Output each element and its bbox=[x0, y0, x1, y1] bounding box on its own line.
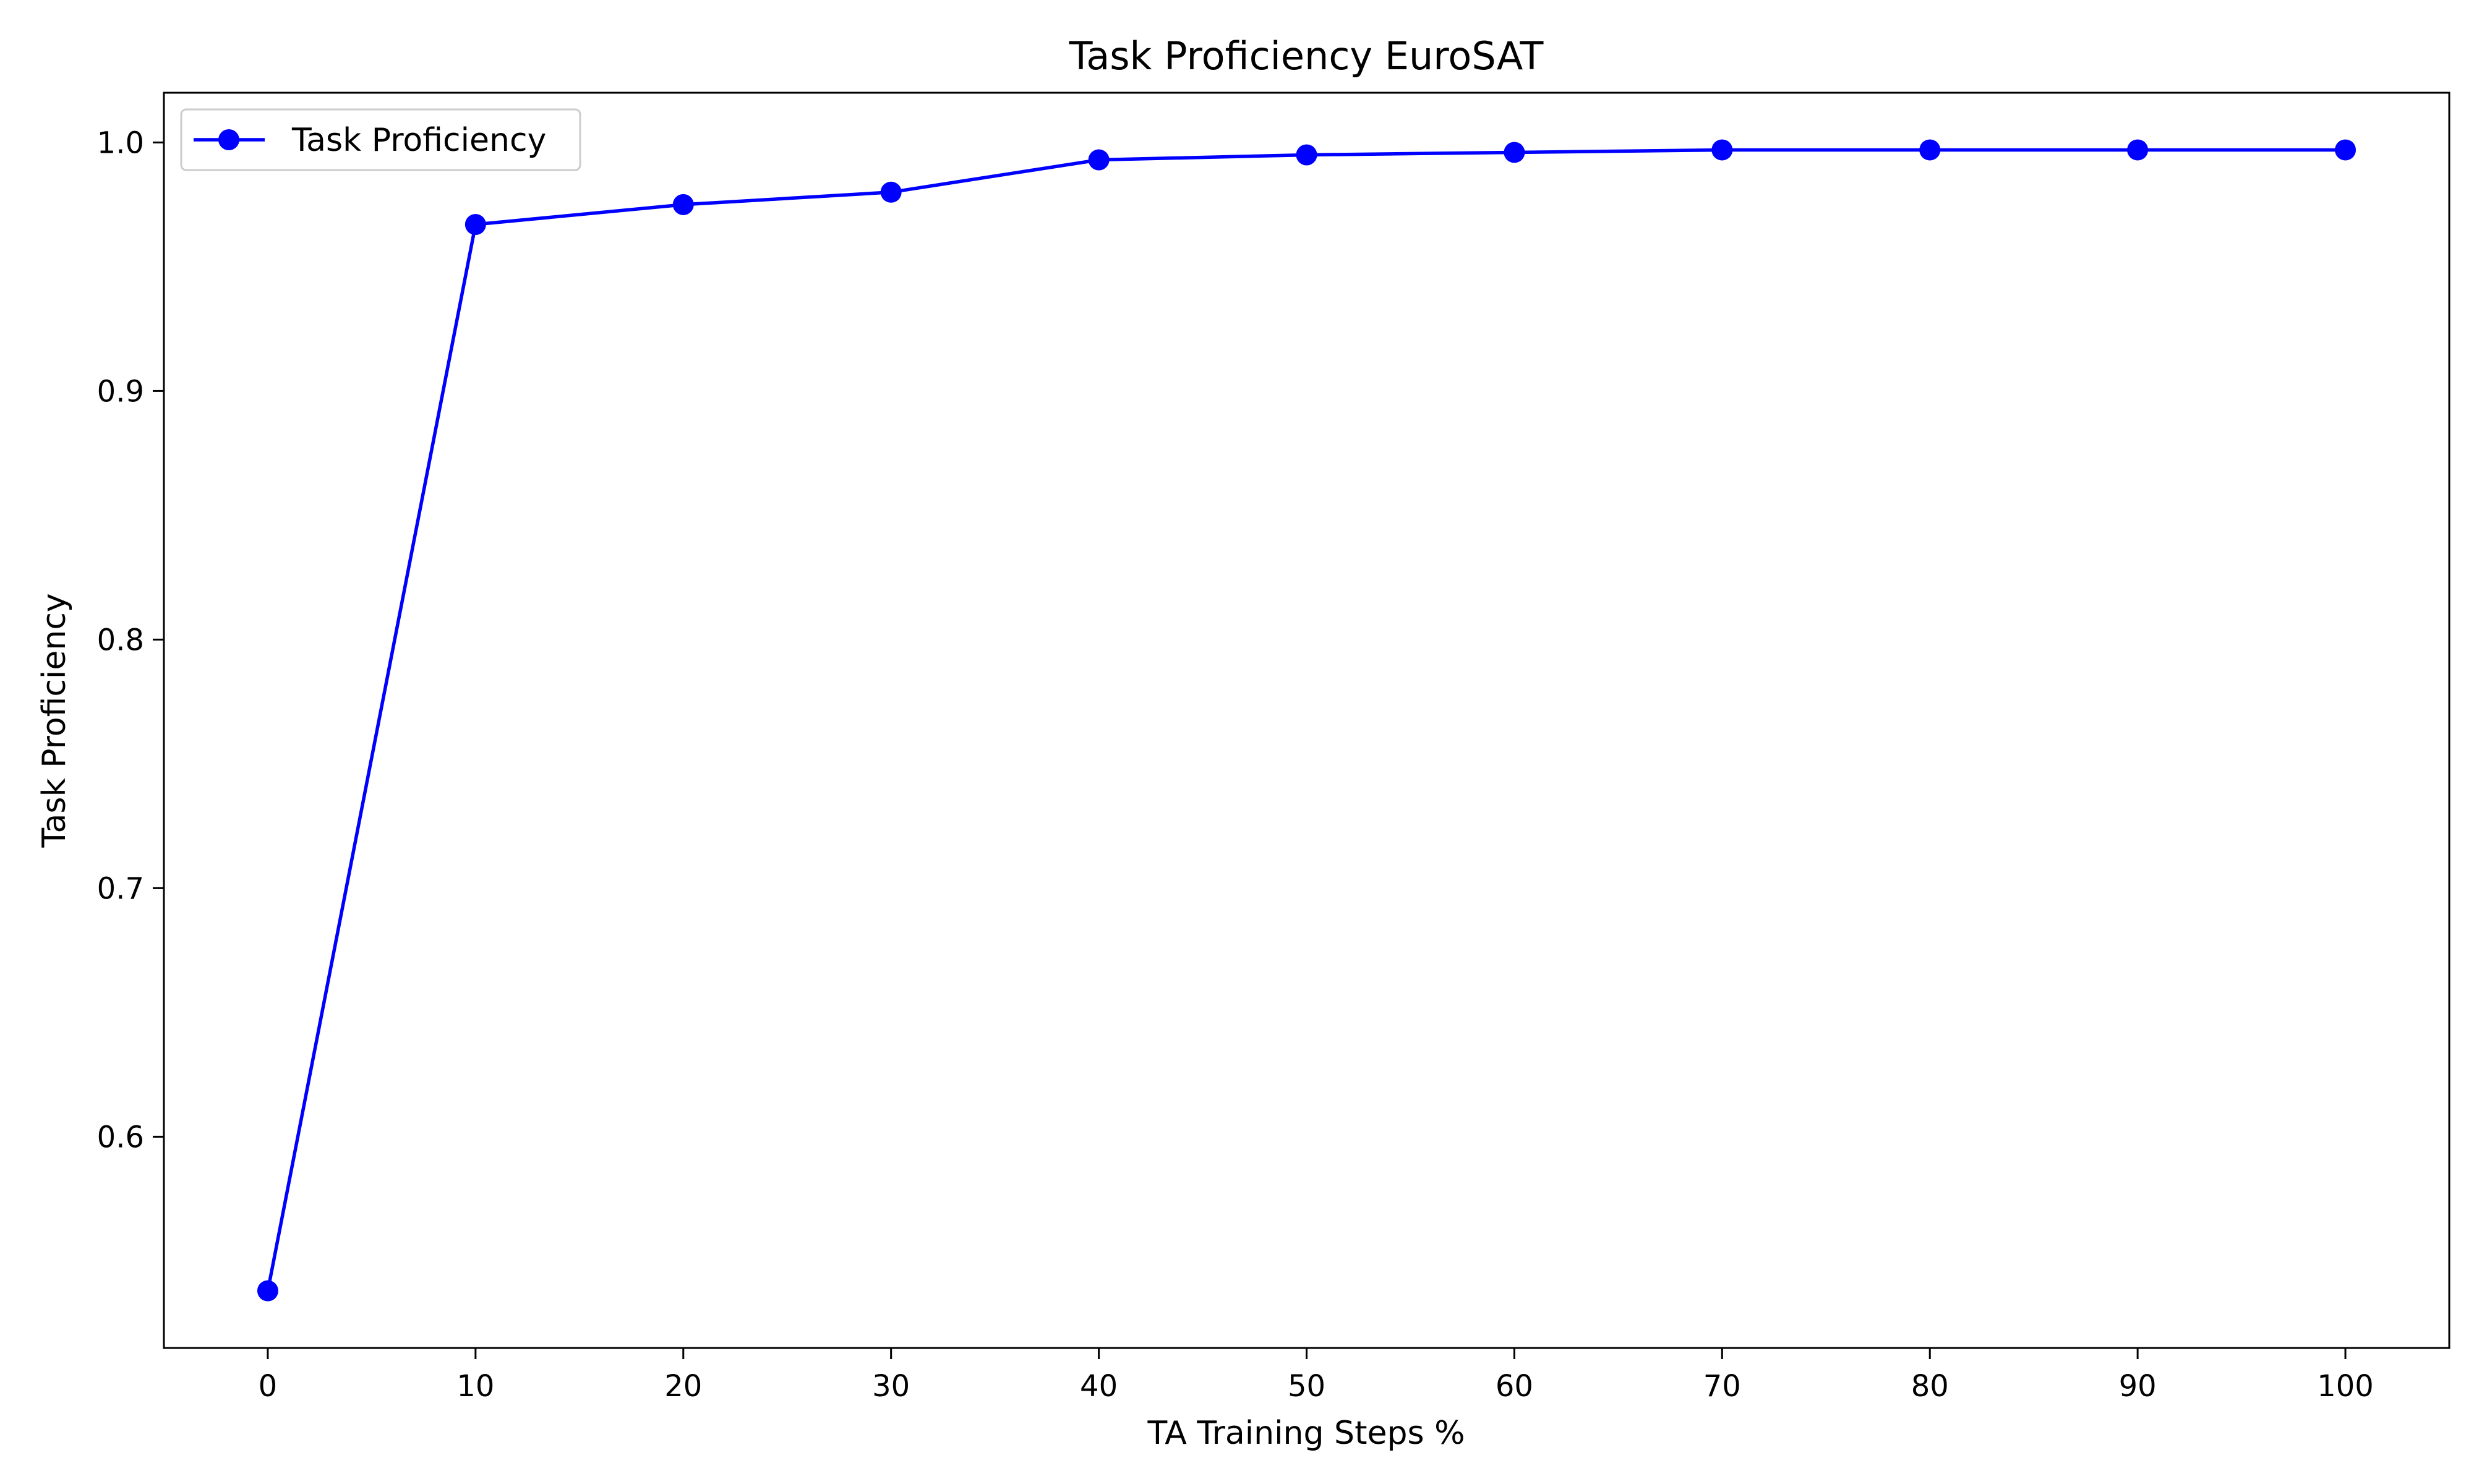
x-tick-label: 60 bbox=[1496, 1369, 1533, 1404]
x-tick-label: 80 bbox=[1911, 1369, 1949, 1404]
x-tick-label: 0 bbox=[259, 1369, 278, 1404]
x-axis-label: TA Training Steps % bbox=[1147, 1415, 1465, 1452]
data-point bbox=[1919, 139, 1941, 161]
chart-title: Task Proficiency EuroSAT bbox=[1069, 33, 1544, 79]
series-layer bbox=[257, 139, 2356, 1302]
x-axis: 0 10 20 30 40 50 60 70 80 90 100 bbox=[259, 1348, 2374, 1404]
data-point bbox=[464, 214, 486, 236]
data-point bbox=[2127, 139, 2149, 161]
x-tick-label: 30 bbox=[872, 1369, 910, 1404]
y-axis-label: Task Proficiency bbox=[36, 593, 73, 848]
x-tick-label: 90 bbox=[2119, 1369, 2157, 1404]
data-point bbox=[1296, 144, 1317, 166]
data-point bbox=[672, 194, 694, 215]
y-tick-label: 0.7 bbox=[97, 871, 144, 906]
x-tick-label: 70 bbox=[1703, 1369, 1741, 1404]
x-tick-label: 40 bbox=[1080, 1369, 1118, 1404]
plot-area bbox=[163, 92, 2450, 1349]
y-tick-label: 0.9 bbox=[97, 374, 144, 409]
legend-marker bbox=[218, 129, 239, 150]
data-point bbox=[2335, 139, 2356, 161]
data-point bbox=[880, 181, 902, 203]
data-point bbox=[257, 1280, 278, 1302]
data-point bbox=[1088, 149, 1110, 171]
legend: Task Proficiency bbox=[180, 108, 581, 171]
data-point bbox=[1504, 142, 1525, 163]
legend-box bbox=[180, 108, 581, 171]
y-axis: 0.6 0.7 0.8 0.9 1.0 bbox=[97, 126, 164, 1154]
y-tick-label: 1.0 bbox=[97, 126, 144, 160]
y-tick-label: 0.6 bbox=[97, 1120, 144, 1154]
legend-label: Task Proficiency bbox=[291, 122, 546, 159]
x-tick-label: 10 bbox=[456, 1369, 494, 1404]
x-tick-label: 50 bbox=[1288, 1369, 1325, 1404]
data-point bbox=[1711, 139, 1733, 161]
x-tick-label: 100 bbox=[2317, 1369, 2374, 1404]
x-tick-label: 20 bbox=[664, 1369, 702, 1404]
y-tick-label: 0.8 bbox=[97, 623, 144, 657]
